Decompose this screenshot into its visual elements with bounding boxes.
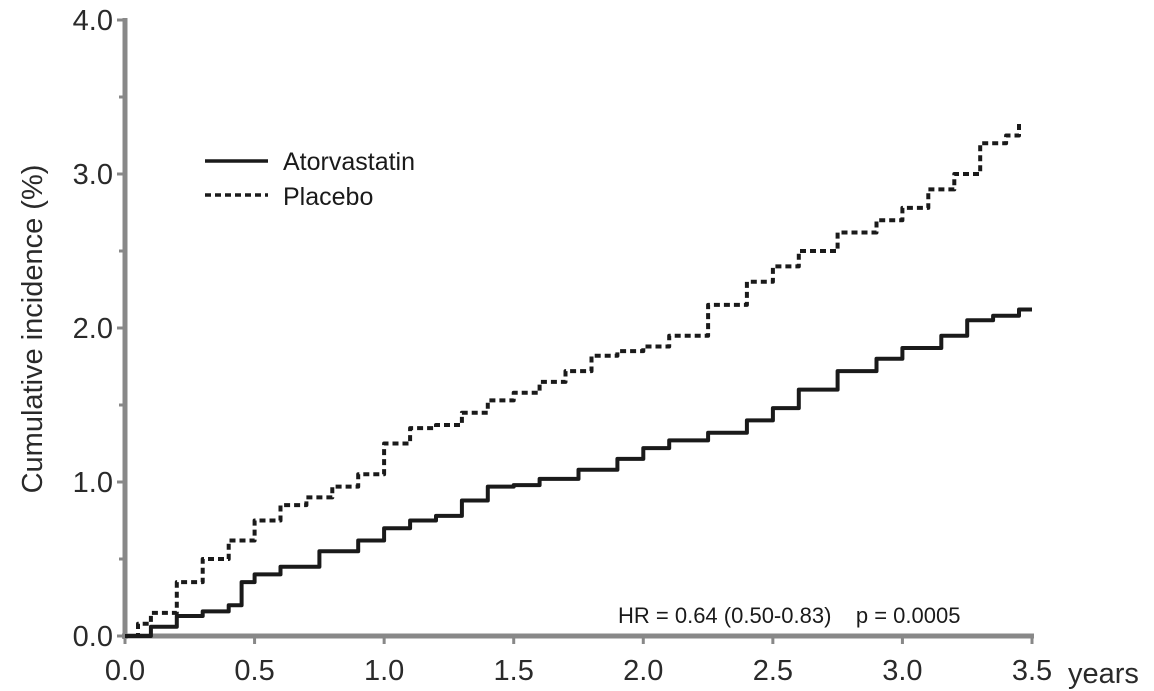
y-tick-label: 4.0 [73, 5, 113, 37]
series-line-placebo [125, 120, 1021, 638]
y-axis-label: Cumulative incidence (%) [17, 165, 49, 494]
x-tick-label: 2.5 [753, 655, 793, 687]
legend: Atorvastatin Placebo [205, 148, 415, 211]
x-tick-label: 3.5 [1012, 655, 1052, 687]
hazard-ratio-annotation: HR = 0.64 (0.50-0.83) p = 0.0005 [618, 603, 960, 628]
y-tick-label: 2.0 [73, 313, 113, 345]
x-tick-label: 1.5 [494, 655, 534, 687]
series-line-atorvastatin [125, 307, 1032, 638]
x-tick-label: 1.0 [364, 655, 404, 687]
y-tick-label: 0.0 [73, 621, 113, 653]
x-tick-label: 2.0 [623, 655, 663, 687]
x-tick-label: 3.0 [882, 655, 922, 687]
y-tick-label: 3.0 [73, 159, 113, 191]
x-axis-label: years [1068, 658, 1139, 690]
x-tick-label: 0.5 [234, 655, 274, 687]
legend-label-atorvastatin: Atorvastatin [283, 148, 415, 176]
legend-label-placebo: Placebo [283, 183, 373, 211]
axes: 0.0 1.0 2.0 3.0 4.0 0.0 0.5 1.0 1.5 2.0 2.5 3.0 3.5 [73, 5, 1052, 687]
y-tick-label: 1.0 [73, 467, 113, 499]
plot-area [125, 120, 1032, 638]
x-tick-label: 0.0 [105, 655, 145, 687]
